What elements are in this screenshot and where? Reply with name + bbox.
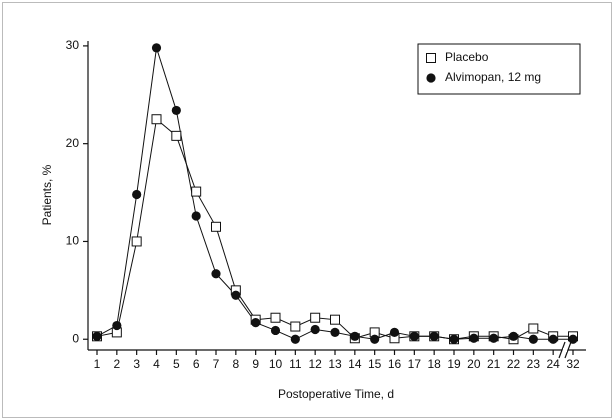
series-line — [96, 118, 573, 340]
x-tick-label: 7 — [213, 357, 220, 371]
marker — [171, 105, 181, 116]
x-tick-label: 22 — [507, 357, 521, 371]
x-tick-label: 16 — [388, 357, 402, 371]
marker — [211, 269, 221, 279]
marker — [508, 331, 519, 341]
x-tick-label: 19 — [447, 357, 461, 371]
marker — [191, 186, 202, 197]
marker — [290, 334, 300, 344]
y-tick-label: 30 — [66, 38, 80, 52]
legend-box — [417, 43, 581, 95]
y-tick-label: 20 — [66, 136, 80, 150]
x-tick-label: 24 — [546, 357, 560, 371]
axis-break-gap — [563, 348, 567, 352]
marker — [330, 327, 340, 337]
marker — [151, 114, 162, 125]
marker — [548, 334, 558, 344]
legend-label: Placebo — [445, 50, 489, 64]
marker — [211, 221, 221, 232]
marker — [310, 324, 320, 335]
x-tick-label: 21 — [487, 357, 501, 371]
axis-break — [564, 341, 572, 359]
x-tick-label: 6 — [193, 357, 200, 371]
marker — [112, 320, 122, 331]
marker — [426, 73, 436, 83]
marker — [92, 331, 102, 341]
marker — [426, 53, 436, 63]
marker — [370, 334, 380, 344]
marker — [310, 312, 321, 323]
marker — [270, 325, 281, 336]
marker — [191, 211, 201, 221]
marker — [489, 333, 499, 343]
x-tick-label: 15 — [368, 357, 382, 371]
x-tick-label: 13 — [328, 357, 342, 371]
x-tick-label: 23 — [527, 357, 541, 371]
x-tick-label: 20 — [467, 357, 481, 371]
x-tick-label: 12 — [308, 357, 322, 371]
marker — [132, 189, 142, 200]
x-tick-label: 4 — [153, 357, 160, 371]
y-tick-label: 0 — [72, 331, 79, 345]
x-tick-label: 17 — [408, 357, 422, 371]
marker — [449, 334, 459, 344]
legend-label: Alvimopan, 12 mg — [445, 70, 541, 84]
x-tick-label: 2 — [113, 357, 120, 371]
y-axis-label: Patients, % — [40, 164, 54, 225]
x-tick-label: 32 — [566, 357, 580, 371]
x-tick-label: 8 — [232, 357, 239, 371]
x-axis-label: Postoperative Time, d — [278, 387, 394, 401]
marker — [251, 318, 261, 328]
x-tick-label: 10 — [269, 357, 283, 371]
marker — [350, 331, 360, 341]
x-tick-label: 9 — [252, 357, 259, 371]
x-tick-label: 5 — [173, 357, 180, 371]
x-tick-label: 1 — [94, 357, 101, 371]
marker — [429, 331, 439, 341]
marker — [131, 236, 142, 247]
marker — [528, 334, 538, 344]
x-tick-label: 3 — [133, 357, 140, 371]
marker — [469, 333, 479, 343]
marker — [231, 290, 241, 300]
marker — [171, 130, 182, 141]
marker — [568, 334, 578, 344]
axis-break — [558, 341, 566, 359]
marker — [151, 43, 162, 53]
x-tick-label: 14 — [348, 357, 362, 371]
marker — [290, 321, 301, 332]
x-tick-label: 11 — [289, 357, 302, 371]
marker — [528, 323, 539, 334]
y-tick-label: 10 — [66, 234, 80, 248]
marker — [330, 314, 340, 325]
marker — [409, 331, 419, 341]
x-tick-label: 18 — [427, 357, 441, 371]
marker — [389, 327, 400, 337]
marker — [270, 312, 281, 323]
